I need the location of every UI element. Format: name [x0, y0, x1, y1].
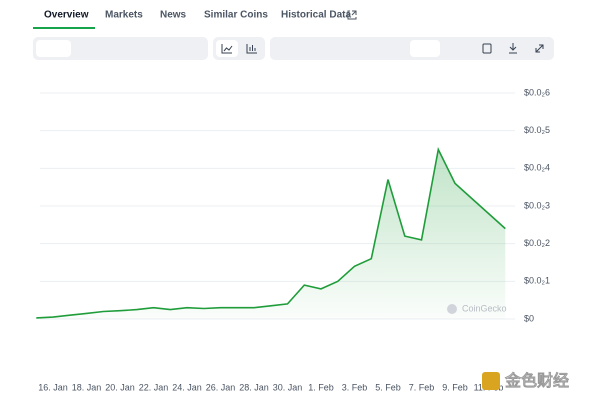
- external-icon: [347, 10, 357, 20]
- x-tick-label: 5. Feb: [375, 382, 401, 392]
- y-tick-label: $0.0₂1: [524, 276, 550, 286]
- candle-icon[interactable]: [246, 44, 257, 54]
- view-group: [33, 37, 208, 60]
- tab[interactable]: News: [160, 10, 187, 21]
- y-tick-label: $0.0₂6: [524, 87, 550, 97]
- line-icon[interactable]: [221, 44, 233, 54]
- download-icon[interactable]: [509, 43, 517, 54]
- watermark: CoinGecko: [462, 303, 507, 313]
- x-tick-label: 30. Jan: [273, 382, 303, 392]
- x-tick-label: 7. Feb: [409, 382, 435, 392]
- y-tick-label: $0.0₂5: [524, 125, 550, 135]
- expand-icon[interactable]: [535, 44, 544, 53]
- source-watermark: 金色财经: [504, 371, 569, 390]
- x-tick-label: 1. Feb: [308, 382, 334, 392]
- x-tick-label: 16. Jan: [38, 382, 68, 392]
- tab[interactable]: Similar Coins: [204, 10, 268, 21]
- tab[interactable]: Markets: [105, 10, 143, 21]
- x-tick-label: 26. Jan: [206, 382, 236, 392]
- y-tick-label: $0.0₂3: [524, 200, 550, 210]
- x-tick-label: 20. Jan: [105, 382, 135, 392]
- selected-range: [410, 40, 440, 57]
- y-tick-label: $0.0₂2: [524, 238, 550, 248]
- area: [36, 149, 506, 319]
- tab[interactable]: Overview: [44, 10, 89, 21]
- watermark-logo: [447, 304, 457, 314]
- selected-view: [36, 40, 71, 57]
- line: [36, 146, 506, 319]
- source-logo: [482, 372, 500, 390]
- y-tick-label: $0: [524, 313, 534, 323]
- y-tick-label: $0.0₂4: [524, 163, 550, 173]
- x-tick-label: 18. Jan: [72, 382, 102, 392]
- x-tick-label: 24. Jan: [172, 382, 202, 392]
- x-tick-label: 3. Feb: [342, 382, 368, 392]
- x-tick-label: 28. Jan: [239, 382, 269, 392]
- x-tick-label: 9. Feb: [442, 382, 468, 392]
- x-tick-label: 22. Jan: [139, 382, 169, 392]
- tab[interactable]: Historical Data: [281, 10, 351, 21]
- calendar-icon[interactable]: [482, 43, 492, 54]
